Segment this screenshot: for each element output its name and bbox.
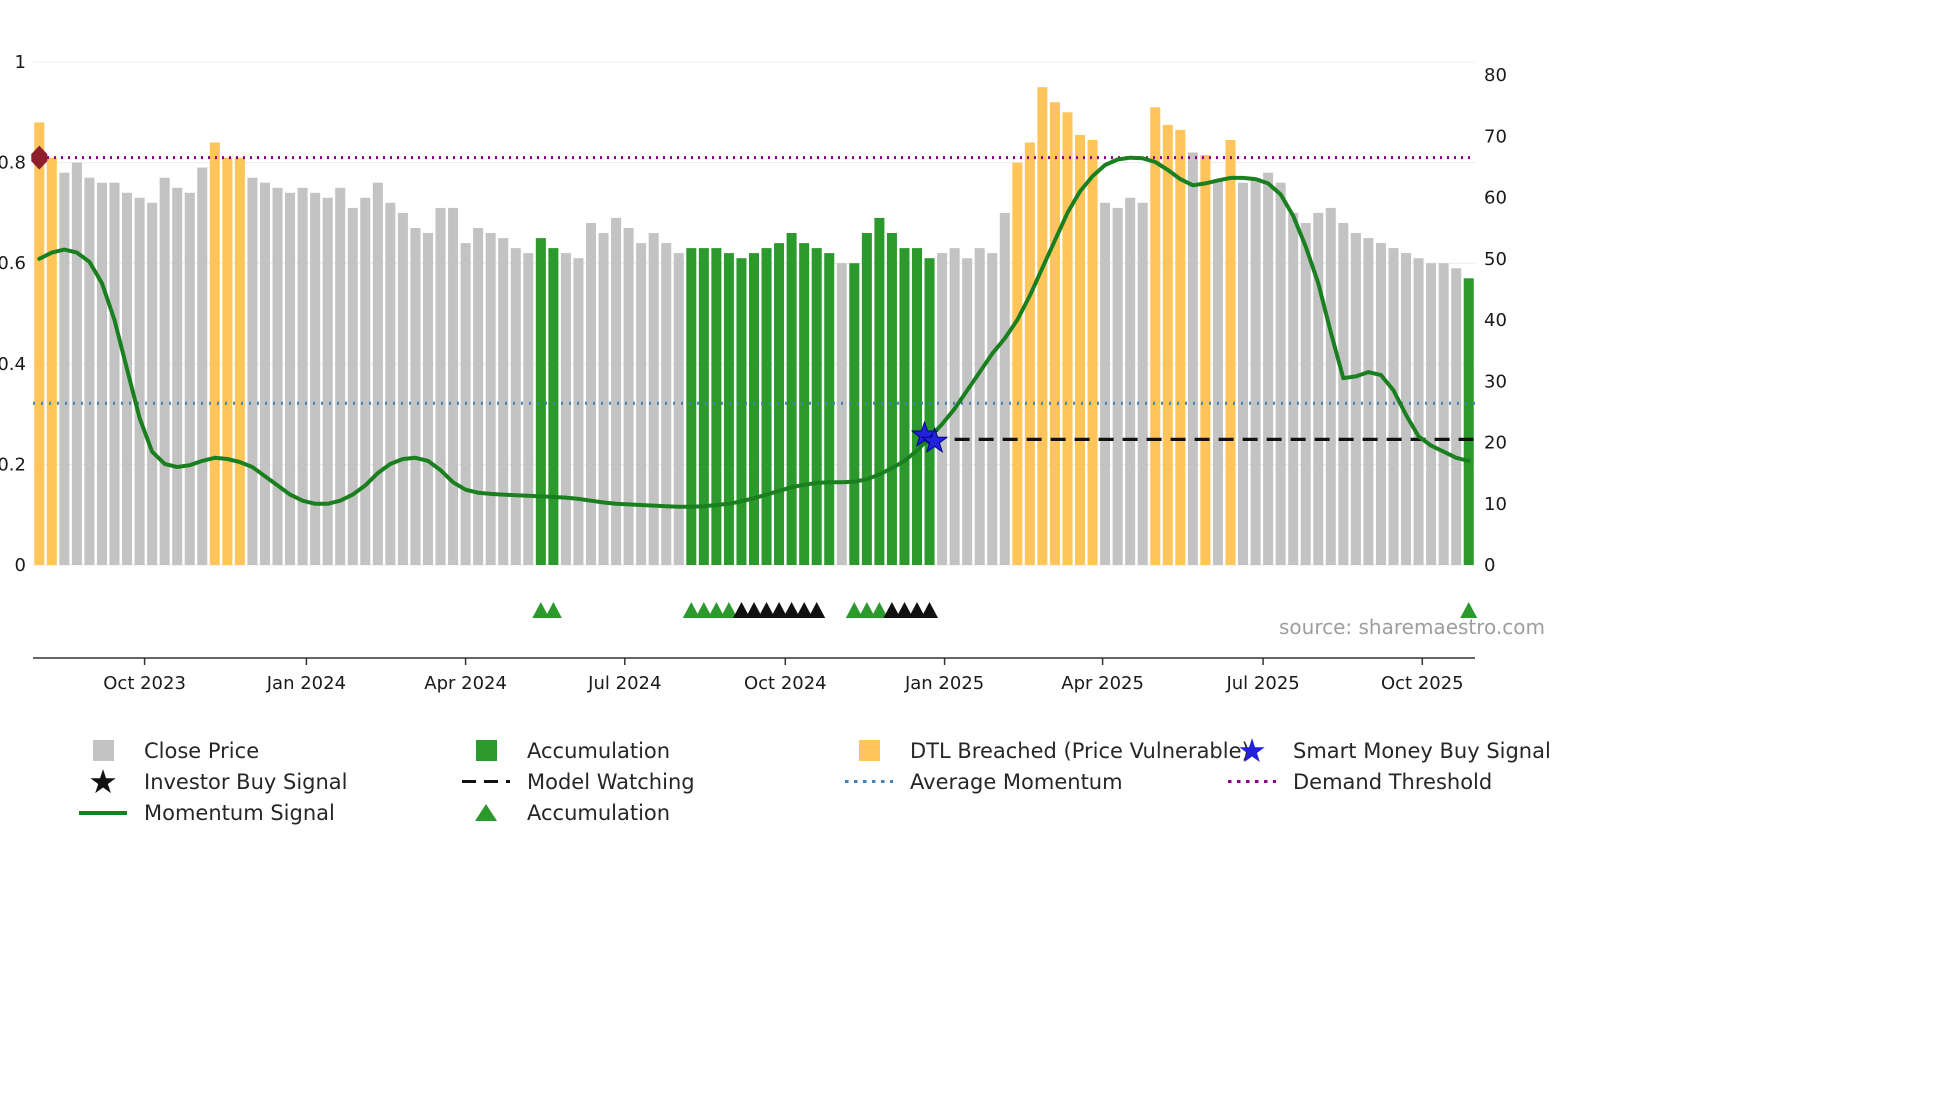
svg-text:10: 10 [1484,494,1507,515]
legend-label: Smart Money Buy Signal [1293,738,1551,763]
x-axis-tick-labels: Oct 2023 Jan 2024 Apr 2024 Jul 2024 Oct 2024… [103,658,1464,694]
svg-text:40: 40 [1484,310,1507,331]
svg-text:1: 1 [15,52,26,73]
svg-text:0: 0 [15,555,26,576]
smart-money-star-icons [910,420,949,454]
svg-text:30: 30 [1484,371,1507,392]
legend-label: Demand Threshold [1293,769,1493,794]
svg-text:80: 80 [1484,65,1507,86]
svg-text:0: 0 [1484,555,1495,576]
investor-triangle-icons [733,602,938,618]
legend-item-accumulation: Accumulation [459,735,842,766]
legend-label: Average Momentum [910,769,1123,794]
svg-text:20: 20 [1484,433,1507,454]
svg-text:50: 50 [1484,249,1507,270]
dots-swatch-icon [842,779,896,784]
svg-text:Jan 2024: Jan 2024 [266,673,346,694]
line-swatch-icon [76,810,130,815]
legend-item-dtl-breached-price-vulnerable: DTL Breached (Price Vulnerable) [842,735,1250,766]
legend-label: Model Watching [527,769,695,794]
svg-text:Oct 2025: Oct 2025 [1381,673,1464,694]
accumulation-triangle-icons [532,602,1478,618]
legend-item-average-momentum: Average Momentum [842,766,1225,797]
momentum-signal-line [37,155,1471,509]
legend-item-momentum-signal: Momentum Signal [76,797,459,828]
svg-text:Oct 2023: Oct 2023 [103,673,186,694]
dots-swatch-icon [1225,779,1279,784]
legend-item-model-watching: Model Watching [459,766,842,797]
investor-buy-marker [31,145,48,170]
legend-label: Investor Buy Signal [144,769,348,794]
svg-text:70: 70 [1484,126,1507,147]
svg-text:Jan 2025: Jan 2025 [904,673,984,694]
legend-label: Accumulation [527,800,671,825]
legend-label: DTL Breached (Price Vulnerable) [910,738,1250,763]
legend-item-accumulation: Accumulation [459,797,842,828]
square-swatch-icon [76,740,130,761]
svg-text:60: 60 [1484,188,1507,209]
legend-item-close-price: Close Price [76,735,459,766]
svg-text:Apr 2024: Apr 2024 [424,673,507,694]
dashes-swatch-icon [459,779,513,784]
star-swatch-icon: ★ [88,761,118,801]
svg-text:0.4: 0.4 [0,354,26,375]
source-credit: source: sharemaestro.com [1279,615,1545,639]
square-swatch-icon [842,740,896,761]
legend-label: Close Price [144,738,260,763]
legend-item-demand-threshold: Demand Threshold [1225,766,1685,797]
legend-label: Accumulation [527,738,671,763]
chart-legend: Close Price Accumulation DTL Breached (Pri… [76,730,1960,828]
legend-label: Momentum Signal [144,800,335,825]
svg-text:Apr 2025: Apr 2025 [1061,673,1144,694]
right-axis-labels: 0 10 20 30 40 50 60 70 80 [1484,65,1507,576]
star-swatch-icon: ★ [1237,730,1267,770]
svg-text:Oct 2024: Oct 2024 [744,673,827,694]
legend-item-smart-money-buy-signal: ★ Smart Money Buy Signal [1225,730,1685,770]
svg-text:0.6: 0.6 [0,253,26,274]
svg-text:Jul 2025: Jul 2025 [1225,673,1299,694]
svg-text:Jul 2024: Jul 2024 [587,673,661,694]
square-swatch-icon [459,740,513,761]
left-axis-labels: 0 0.2 0.4 0.6 0.8 1 [0,52,26,576]
triangle-swatch-icon [459,804,513,821]
svg-text:0.8: 0.8 [0,153,26,174]
svg-text:0.2: 0.2 [0,454,26,475]
legend-item-investor-buy-signal: ★ Investor Buy Signal [76,761,459,801]
